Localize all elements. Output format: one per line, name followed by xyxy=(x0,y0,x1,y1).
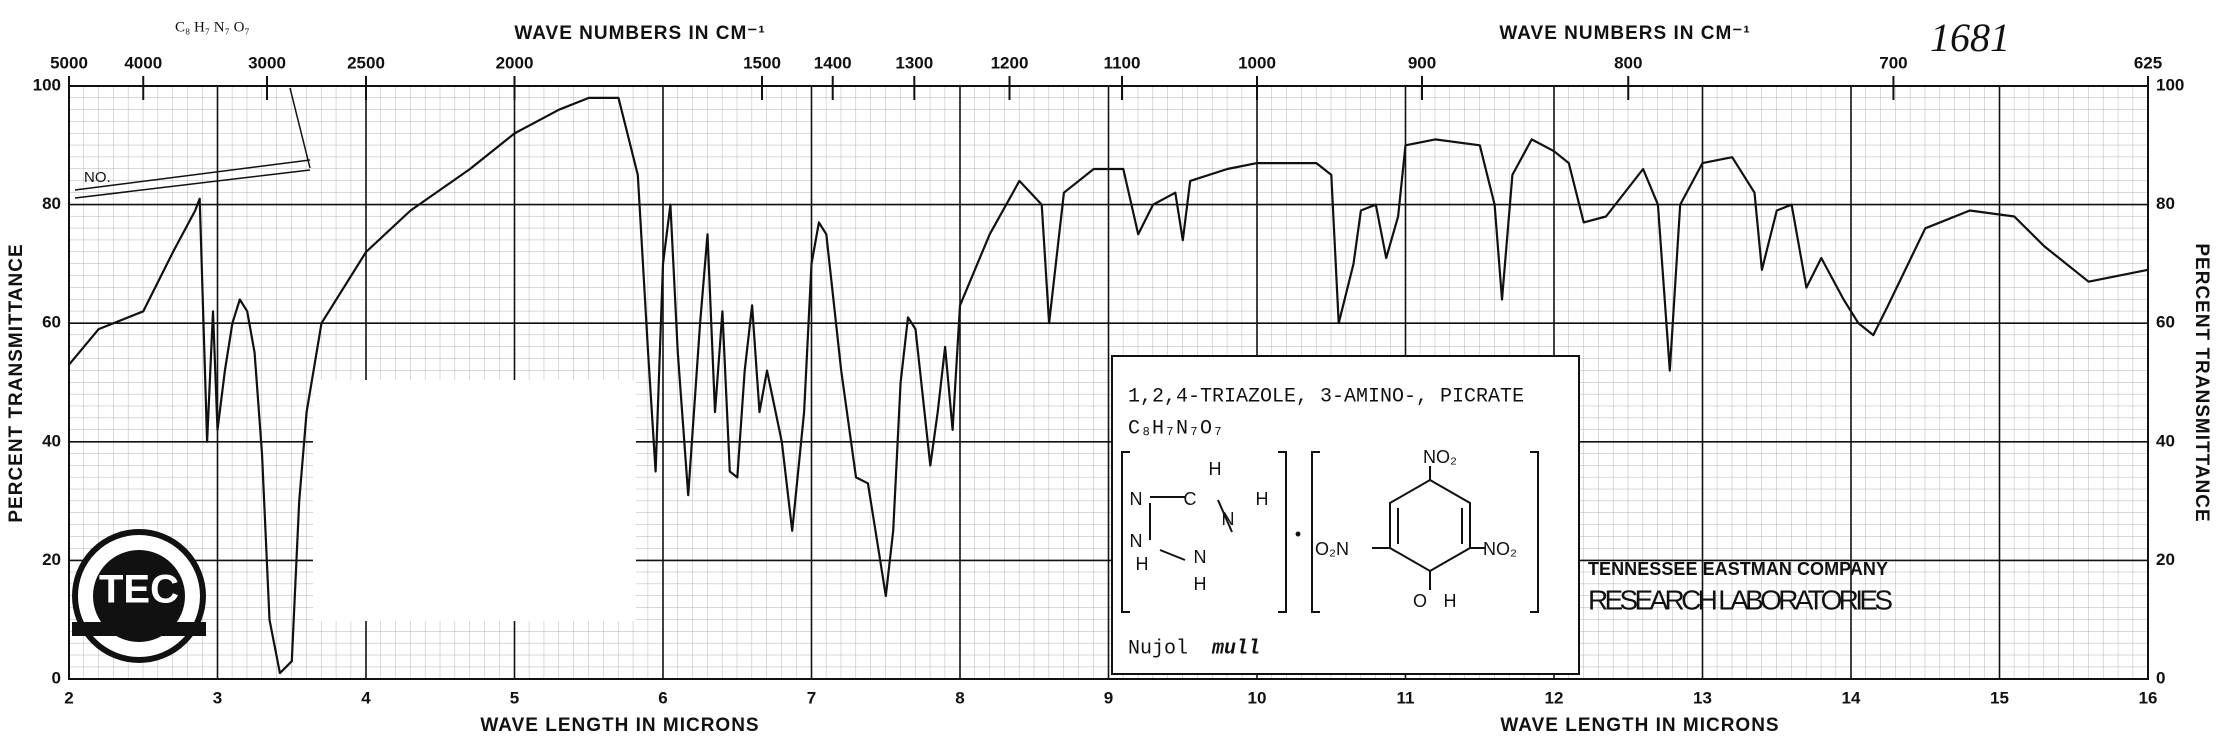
x-tick-label: 4 xyxy=(361,688,371,707)
x2-label: WAVE NUMBERS IN CM⁻¹ xyxy=(1499,23,1750,44)
x2-tick-label: 700 xyxy=(1879,53,1907,72)
x-tick-label: 12 xyxy=(1545,688,1564,707)
structure-label: N xyxy=(1194,547,1207,567)
structure-label: NO₂ xyxy=(1423,447,1457,467)
substituent-bonds xyxy=(1372,466,1485,590)
y-label: PERCENT TRANSMITTANCE xyxy=(2191,243,2212,522)
structure-label: O xyxy=(1413,591,1427,611)
structure-label: N xyxy=(1222,509,1235,529)
y-tick-label: 80 xyxy=(42,194,61,213)
x-tick-label: 11 xyxy=(1397,688,1415,707)
y-tick-label: 40 xyxy=(2156,431,2175,450)
x2-tick-label: 4000 xyxy=(124,53,162,72)
blank-patch xyxy=(313,380,636,621)
pen-note: NO. xyxy=(84,169,111,186)
x2-tick-label: 1400 xyxy=(814,53,852,72)
x-tick-label: 6 xyxy=(658,688,667,707)
compound-name: 1,2,4-TRIAZOLE, 3-AMINO-, PICRATE xyxy=(1128,385,1524,408)
y-tick-label: 60 xyxy=(42,313,61,332)
structure-label: H xyxy=(1209,459,1222,479)
structure-label: H xyxy=(1256,489,1269,509)
x-tick-label: 8 xyxy=(955,688,964,707)
x2-tick-label: 1500 xyxy=(743,53,781,72)
x2-tick-label: 3000 xyxy=(248,53,286,72)
y-tick-label: 0 xyxy=(52,668,61,687)
x-tick-label: 7 xyxy=(807,688,816,707)
x-tick-label: 15 xyxy=(1990,688,2009,707)
company: TENNESSEE EASTMAN COMPANY xyxy=(1588,559,1888,579)
structure-label: N xyxy=(1130,531,1143,551)
spectrum-line xyxy=(68,96,2149,675)
x2-tick-label: 1200 xyxy=(991,53,1029,72)
x-tick-label: 13 xyxy=(1693,688,1712,707)
x2-tick-label: 1100 xyxy=(1104,53,1141,72)
compound-formula: C₈H₇N₇O₇ xyxy=(1128,417,1224,440)
series xyxy=(68,96,2149,675)
y-tick-label: 20 xyxy=(42,550,61,569)
logo-mark: TEC xyxy=(99,568,179,612)
structure-label: H xyxy=(1136,554,1149,574)
x2-tick-label: 2000 xyxy=(496,53,534,72)
x-tick-label: 16 xyxy=(2139,688,2158,707)
x2-tick-label: 2500 xyxy=(347,53,385,72)
x-tick-label: 2 xyxy=(64,688,73,707)
medium-style: mull xyxy=(1211,637,1260,660)
y-tick-label: 40 xyxy=(42,431,61,450)
inset: 1,2,4-TRIAZOLE, 3-AMINO-, PICRATE C₈H₇N₇… xyxy=(1111,355,1580,675)
y-tick-label: 80 xyxy=(2156,194,2175,213)
x2-tick-label: 900 xyxy=(1408,53,1436,72)
x2-tick-label: 625 xyxy=(2134,53,2162,72)
y-tick-label: 60 xyxy=(2156,313,2175,332)
structure-label: NO₂ xyxy=(1483,539,1517,559)
logo-band xyxy=(72,622,206,636)
triazole-bonds xyxy=(1149,496,1233,561)
y-label: PERCENT TRANSMITTANCE xyxy=(6,243,27,522)
y-tick-label: 100 xyxy=(33,75,61,94)
x2-tick-label: 5000 xyxy=(50,53,88,72)
medium: Nujol xyxy=(1128,637,1188,660)
structure-label: H xyxy=(1194,574,1207,594)
brackets xyxy=(1121,451,1539,613)
x-label: WAVE LENGTH IN MICRONS xyxy=(480,715,759,736)
logo-disc xyxy=(93,550,185,642)
x2-tick-label: 1000 xyxy=(1238,53,1276,72)
structure-label: O₂N xyxy=(1315,539,1349,559)
logo: TEC xyxy=(72,529,206,663)
x-tick-label: 5 xyxy=(510,688,519,707)
structure-label: H xyxy=(1444,591,1457,611)
x-tick-label: 3 xyxy=(213,688,222,707)
x2-tick-label: 1300 xyxy=(895,53,933,72)
x2-tick-label: 800 xyxy=(1614,53,1642,72)
inset-box xyxy=(1111,355,1580,675)
structure-label: N xyxy=(1130,489,1143,509)
x-tick-label: 14 xyxy=(1842,688,1861,707)
x2-label: WAVE NUMBERS IN CM⁻¹ xyxy=(514,23,765,44)
y-tick-label: 100 xyxy=(2156,75,2184,94)
lab: RESEARCH LABORATORIES xyxy=(1588,584,1893,615)
x-label: WAVE LENGTH IN MICRONS xyxy=(1500,715,1779,736)
pen-strokes xyxy=(74,87,311,199)
plot-frame xyxy=(68,85,2149,680)
x-tick-label: 10 xyxy=(1248,688,1267,707)
structure-label: C xyxy=(1184,489,1197,509)
structure-label: • xyxy=(1295,524,1301,544)
formula-top: C₈ H₇ N₇ O₇ xyxy=(175,19,250,35)
spectrum-number: 1681 xyxy=(1930,15,2010,60)
x-tick-label: 9 xyxy=(1104,688,1113,707)
y-tick-label: 20 xyxy=(2156,550,2175,569)
y-tick-label: 0 xyxy=(2156,668,2165,687)
